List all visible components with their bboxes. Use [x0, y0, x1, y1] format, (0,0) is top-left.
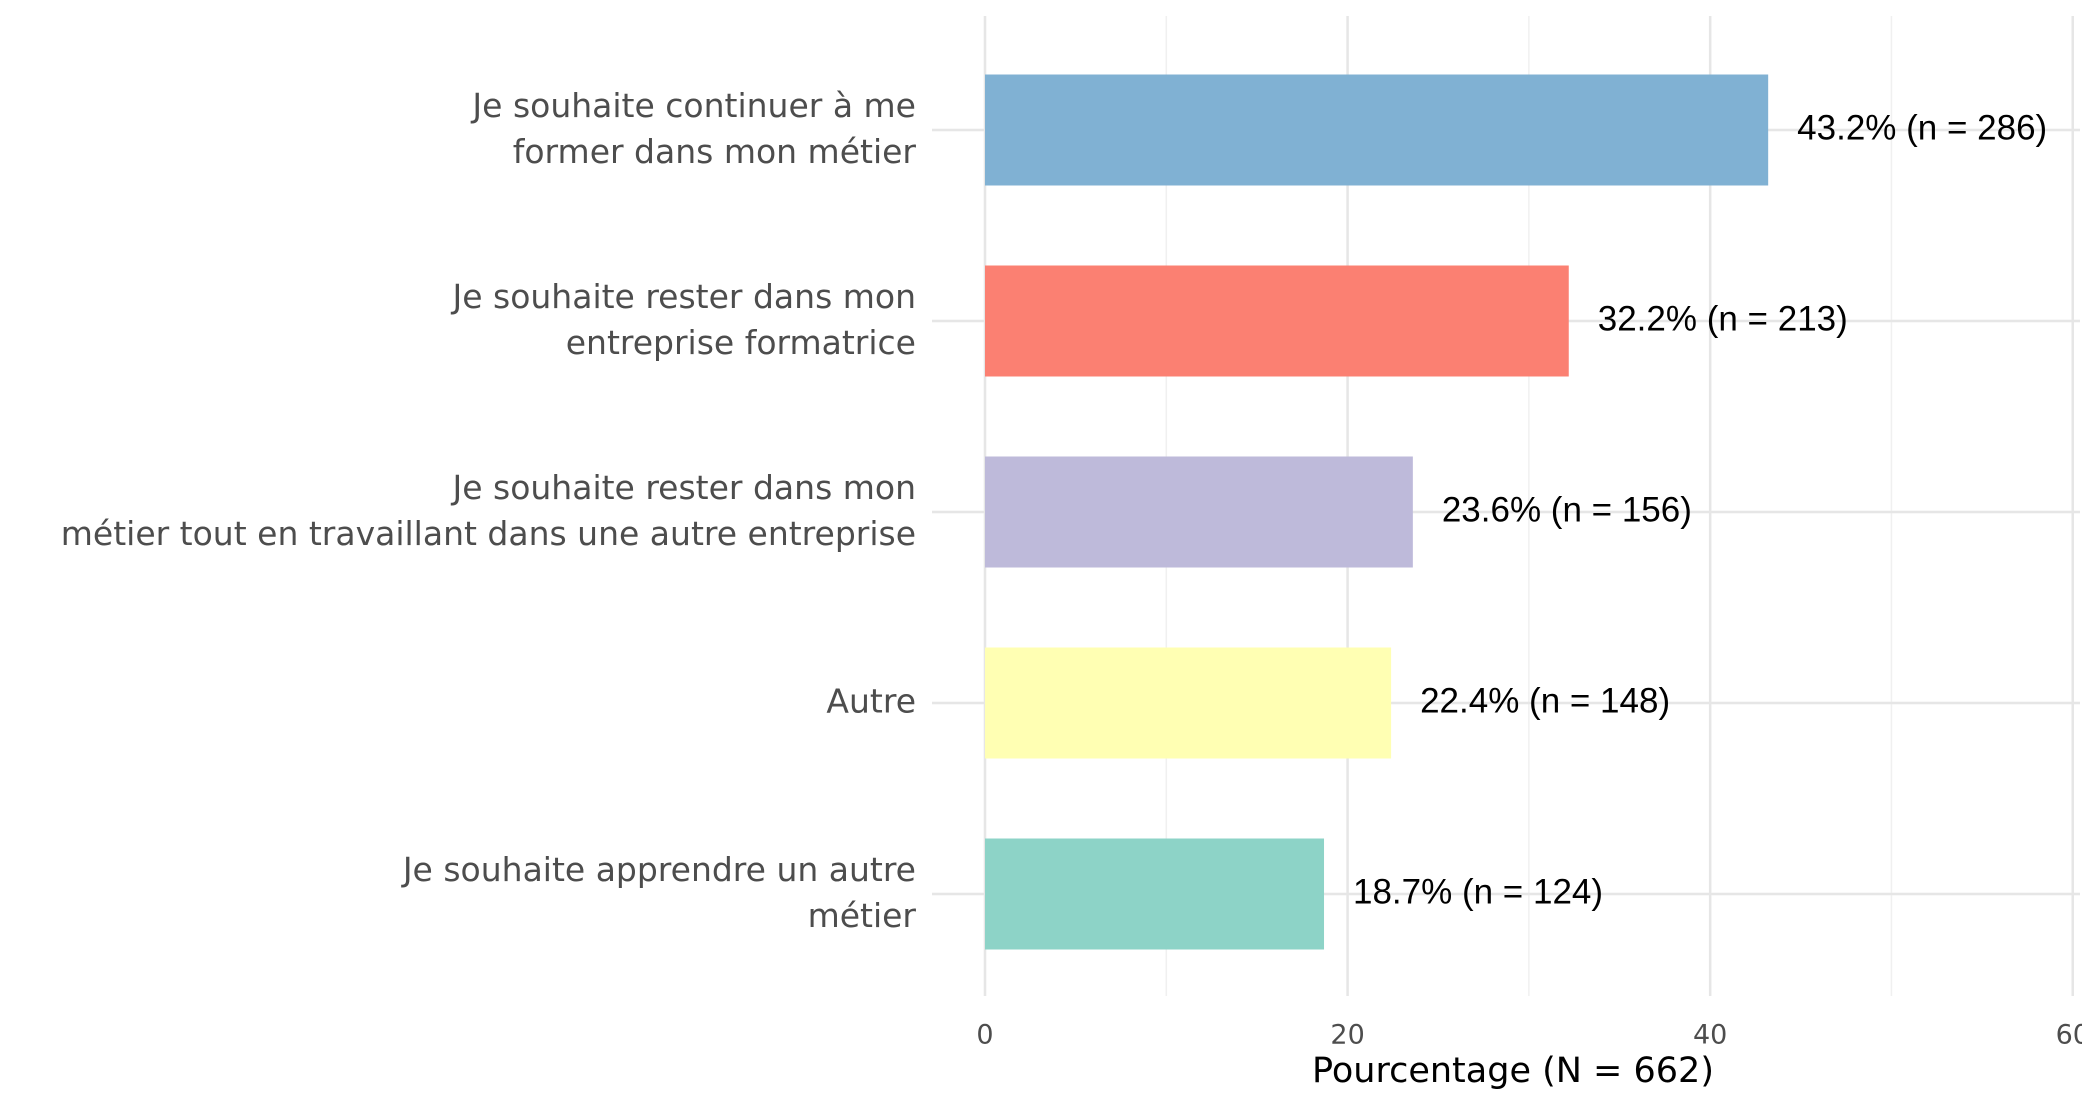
y-tick-label: Autre — [826, 682, 916, 721]
bar — [985, 74, 1769, 186]
y-tick-label: Je souhaite rester dans mon métier tout e… — [61, 468, 916, 553]
x-tick-label: 60 — [2056, 1020, 2082, 1051]
y-tick-label: Je souhaite apprendre un autre métier — [401, 850, 917, 935]
y-tick-label: Je souhaite continuer à me former dans mo… — [470, 86, 916, 171]
value-label: 43.2% (n = 286) — [1797, 108, 2047, 147]
bar — [985, 456, 1413, 568]
x-tick-label: 40 — [1693, 1020, 1727, 1051]
x-tick-label: 0 — [976, 1020, 993, 1051]
y-tick-label: Je souhaite rester dans mon entreprise fo… — [450, 277, 916, 362]
bar — [985, 265, 1569, 377]
bar — [985, 838, 1325, 950]
value-label: 22.4% (n = 148) — [1420, 681, 1670, 720]
value-label: 18.7% (n = 124) — [1353, 872, 1603, 911]
x-tick-label: 20 — [1330, 1020, 1364, 1051]
x-axis-title: Pourcentage (N = 662) — [1312, 1051, 1714, 1091]
bar — [985, 647, 1392, 759]
value-label: 32.2% (n = 213) — [1598, 299, 1848, 338]
value-label: 23.6% (n = 156) — [1442, 490, 1692, 529]
